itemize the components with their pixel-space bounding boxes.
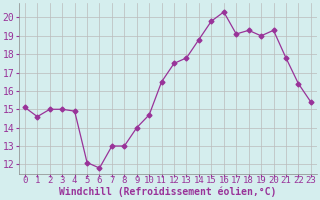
X-axis label: Windchill (Refroidissement éolien,°C): Windchill (Refroidissement éolien,°C) bbox=[59, 187, 276, 197]
